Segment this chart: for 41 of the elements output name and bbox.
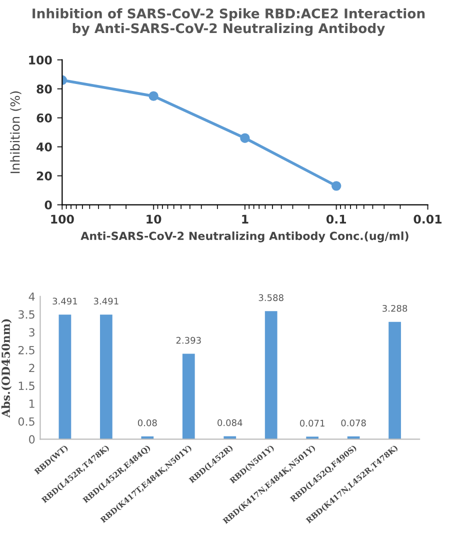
point <box>331 181 342 191</box>
data-label: 0.078 <box>341 420 366 426</box>
bar <box>100 314 112 440</box>
point <box>240 133 250 143</box>
y-axis-title: Abs.(OD450nm) <box>1 319 12 418</box>
y-tick-label: 3.5 <box>18 310 34 319</box>
data-label: 0.08 <box>138 419 157 426</box>
bar <box>264 311 278 440</box>
data-label: 0.084 <box>218 419 242 426</box>
y-tick-label: 100 <box>29 56 52 64</box>
bar <box>388 322 401 440</box>
bar <box>182 354 195 440</box>
y-tick-label: 20 <box>36 172 52 180</box>
y-tick-label: 2.5 <box>18 346 34 354</box>
x-tick-label: 0.1 <box>326 214 346 224</box>
y-tick-label: 40 <box>36 142 52 152</box>
x-tick-label: 1 <box>242 214 248 224</box>
data-label: 3.491 <box>94 298 118 305</box>
y-tick-label: 0 <box>29 435 35 444</box>
y-tick-label: 60 <box>36 114 52 122</box>
bar <box>58 314 72 440</box>
data-label: 2.393 <box>176 336 201 344</box>
y-tick-label: 1 <box>30 400 34 408</box>
x-tick-label: 0.01 <box>414 214 442 224</box>
y-tick-label: 1.5 <box>18 382 34 390</box>
y-tick-label: 0.5 <box>18 417 34 426</box>
data-label: 3.491 <box>52 298 78 305</box>
data-label: 0.071 <box>300 420 324 427</box>
y-tick-label: 3 <box>29 328 34 337</box>
x-tick-label: 10 <box>146 214 162 224</box>
chart-title: Inhibition of SARS-CoV-2 Spike RBD:ACE2 Interaction by Anti-SARS-CoV-2 Neutralizing Antibody <box>32 8 425 36</box>
data-label: 3.288 <box>382 304 408 312</box>
data-label: 3.588 <box>258 294 284 302</box>
point <box>148 91 158 101</box>
y-tick-label: 0 <box>44 200 52 210</box>
y-tick-label: 80 <box>36 84 52 94</box>
y-tick-label: 2 <box>29 364 34 372</box>
y-tick-label: 4 <box>28 292 35 301</box>
x-axis-title: Anti-SARS-CoV-2 Neutralizing Antibody Conc.(ug/ml) <box>80 231 408 242</box>
x-tick-label: 100 <box>51 214 74 224</box>
y-axis-title: Inhibition (%) <box>10 91 22 174</box>
